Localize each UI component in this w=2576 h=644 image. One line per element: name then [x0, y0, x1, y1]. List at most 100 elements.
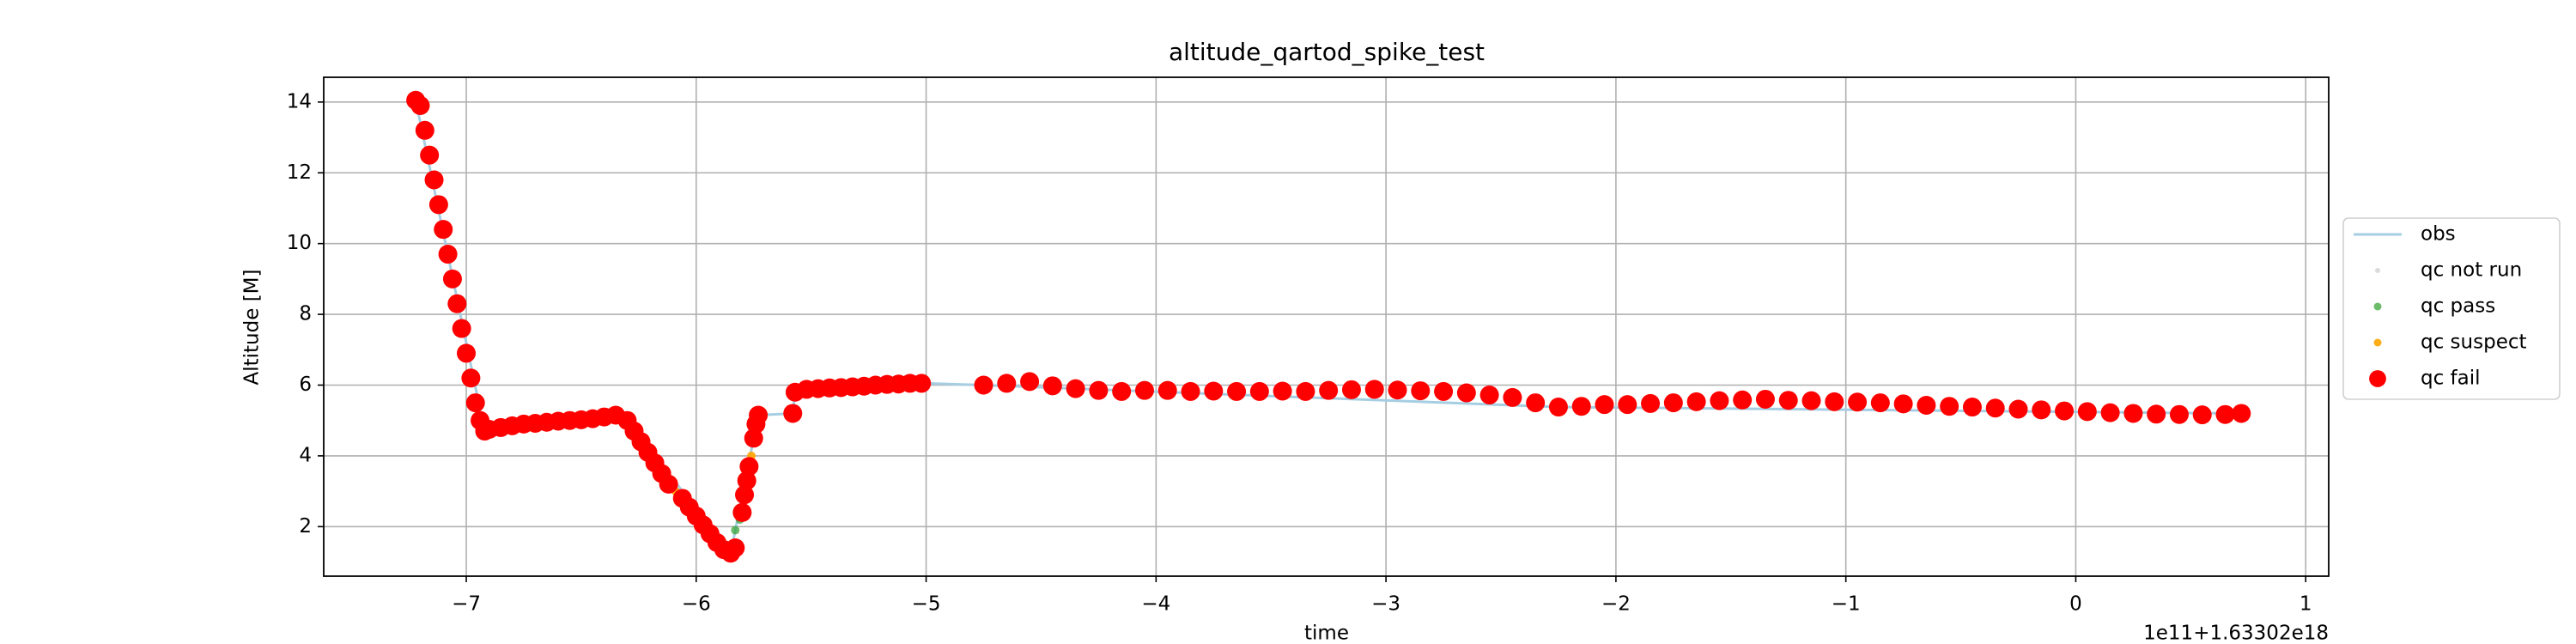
legend-marker	[2373, 338, 2382, 347]
y-tick-label: 14	[287, 90, 312, 112]
point	[1641, 393, 1661, 413]
point	[415, 120, 434, 140]
point	[1089, 380, 1109, 400]
point	[1249, 381, 1269, 401]
point	[1181, 381, 1200, 401]
point	[912, 374, 932, 393]
x-offset-text: 1e11+1.63302e18	[2143, 623, 2329, 644]
legend-marker	[2375, 268, 2380, 273]
point	[1663, 393, 1683, 413]
point	[2077, 402, 2097, 422]
legend-label: qc not run	[2421, 259, 2522, 282]
point	[1227, 381, 1247, 401]
point	[2008, 399, 2028, 419]
point	[659, 474, 678, 494]
point	[438, 245, 458, 264]
point	[2055, 401, 2075, 421]
point	[1618, 395, 1637, 415]
x-axis-label: time	[1304, 623, 1349, 644]
point	[735, 485, 755, 505]
point	[744, 428, 763, 448]
legend-marker	[2373, 302, 2382, 311]
point	[1134, 380, 1154, 400]
legend-label: qc pass	[2421, 295, 2495, 318]
point	[2100, 403, 2120, 422]
point	[410, 95, 430, 115]
point	[1319, 380, 1339, 400]
point	[1686, 392, 1706, 411]
y-tick-label: 12	[287, 161, 312, 184]
point	[997, 374, 1017, 393]
x-tick-label: 0	[2069, 593, 2082, 616]
point	[2169, 404, 2189, 424]
x-tick-label: −1	[1832, 593, 1861, 616]
point	[783, 404, 803, 423]
point	[1893, 394, 1913, 414]
point	[2147, 404, 2166, 424]
legend-box	[2342, 217, 2561, 400]
point	[726, 538, 745, 558]
point	[1456, 383, 1476, 403]
y-tick-label: 4	[299, 444, 312, 466]
y-tick-label: 10	[287, 232, 312, 254]
y-axis-label: Altitude [M]	[241, 270, 264, 386]
point	[1710, 391, 1729, 410]
point	[1870, 393, 1890, 413]
x-tick-label: −7	[452, 593, 481, 616]
legend-marker	[2369, 370, 2386, 387]
point	[1364, 380, 1384, 399]
point	[739, 457, 759, 477]
point	[2032, 400, 2051, 420]
point	[749, 405, 769, 425]
x-tick-label: −6	[682, 593, 711, 616]
point	[1985, 398, 2005, 418]
point	[1755, 389, 1775, 409]
point	[1341, 380, 1361, 399]
point	[1388, 380, 1407, 400]
point	[732, 502, 752, 522]
point	[1778, 391, 1798, 410]
x-tick-label: −2	[1601, 593, 1631, 616]
point	[1825, 392, 1844, 411]
point	[424, 170, 444, 190]
point	[2192, 405, 2212, 425]
point	[1273, 381, 1292, 401]
point	[465, 393, 485, 413]
point	[428, 195, 448, 215]
point	[2123, 404, 2143, 423]
x-tick-label: 1	[2300, 593, 2312, 616]
x-tick-label: −4	[1141, 593, 1170, 616]
point	[974, 375, 993, 395]
x-tick-label: −5	[912, 593, 941, 616]
point	[447, 294, 467, 313]
point	[2232, 404, 2251, 423]
point	[1157, 380, 1177, 400]
point	[434, 220, 453, 240]
y-tick-label: 8	[299, 303, 312, 325]
x-tick-label: −3	[1371, 593, 1400, 616]
point	[420, 145, 440, 165]
legend-label: obs	[2421, 223, 2456, 246]
point	[1595, 395, 1614, 415]
point	[1066, 379, 1085, 398]
point	[1204, 381, 1224, 401]
point	[1917, 395, 1936, 415]
point	[1112, 381, 1132, 401]
point	[1571, 397, 1591, 416]
point	[1940, 397, 1959, 416]
point	[737, 471, 756, 490]
point	[1801, 391, 1821, 410]
point	[731, 526, 740, 535]
point	[1548, 398, 1568, 417]
point	[442, 269, 462, 289]
legend-label: qc fail	[2421, 368, 2481, 390]
point	[1503, 387, 1522, 407]
plot-frame	[323, 76, 2330, 577]
point	[1020, 372, 1040, 392]
point	[452, 319, 471, 338]
y-tick-label: 2	[299, 515, 312, 538]
y-tick-label: 6	[299, 374, 312, 396]
